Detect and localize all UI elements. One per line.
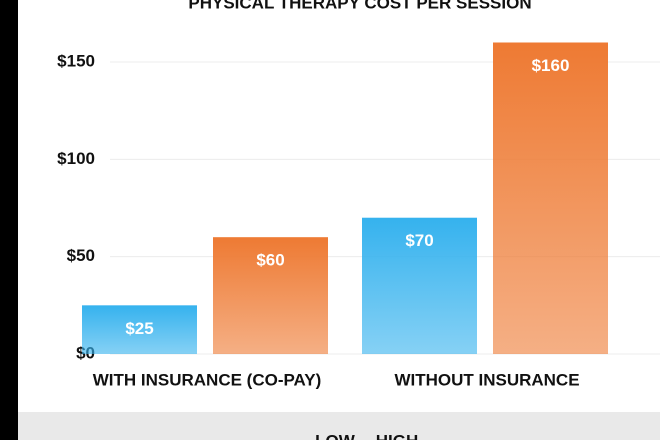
- value-label: $160: [532, 56, 570, 75]
- legend-band: [18, 412, 660, 440]
- bar: [362, 217, 477, 354]
- chart-title: PHYSICAL THERAPY COST PER SESSION: [188, 0, 531, 12]
- bar: [493, 42, 608, 354]
- bar: [82, 305, 197, 354]
- x-tick-label: WITH INSURANCE (CO-PAY): [93, 370, 322, 389]
- x-tick-label: WITHOUT INSURANCE: [394, 370, 579, 389]
- value-label: $70: [405, 231, 433, 250]
- y-tick-label: $100: [57, 149, 95, 168]
- bar: [213, 237, 328, 354]
- legend-label: LOW: [315, 431, 356, 440]
- legend-label: HIGH: [376, 431, 419, 440]
- value-label: $25: [125, 319, 153, 338]
- y-tick-label: $150: [57, 51, 95, 70]
- value-label: $60: [256, 251, 284, 270]
- left-strip: [0, 0, 18, 440]
- y-tick-label: $50: [67, 246, 95, 265]
